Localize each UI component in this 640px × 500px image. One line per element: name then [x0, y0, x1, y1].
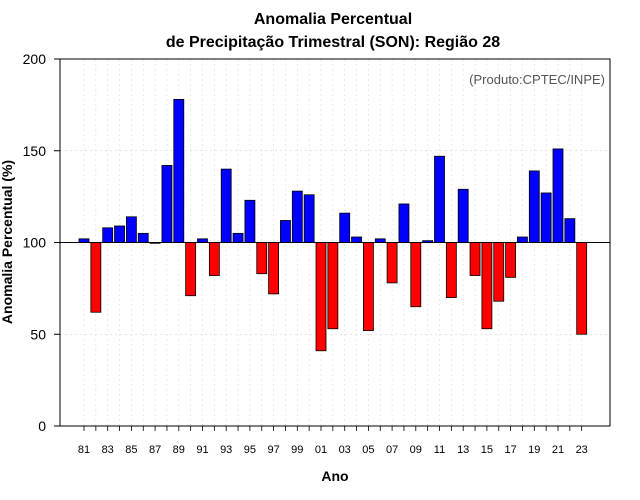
- bar-1993: [220, 168, 232, 243]
- credit-label: (Produto:CPTEC/INPE): [469, 72, 605, 87]
- bar-1986: [137, 232, 149, 243]
- bar-1982: [90, 242, 102, 313]
- x-tick-label: 23: [576, 444, 588, 456]
- x-tick-label: 11: [434, 444, 445, 456]
- bar-1992: [208, 242, 220, 276]
- x-tick-label: 07: [386, 444, 398, 456]
- x-tick-label: 05: [362, 444, 374, 456]
- y-tick-label: 50: [30, 326, 46, 342]
- bar-1999: [291, 190, 303, 243]
- bars: [78, 98, 588, 352]
- bar-1990: [185, 242, 197, 297]
- bar-1983: [102, 227, 114, 243]
- x-tick-label: 93: [220, 444, 232, 456]
- bar-2016: [493, 242, 505, 302]
- chart-title-line1: Anomalia Percentual: [254, 11, 412, 28]
- bar-1995: [244, 199, 256, 243]
- bar-2005: [362, 242, 374, 331]
- bar-2006: [374, 238, 386, 243]
- x-tick-label: 83: [102, 444, 114, 456]
- x-tick-label: 97: [267, 444, 279, 456]
- bar-1994: [232, 232, 244, 243]
- bar-2020: [540, 192, 552, 243]
- x-tick-label: 17: [504, 444, 516, 456]
- bar-2023: [576, 242, 588, 335]
- bar-1984: [114, 225, 125, 243]
- x-tick-label: 85: [125, 444, 137, 456]
- bar-2022: [564, 218, 576, 243]
- bar-1996: [256, 242, 268, 275]
- bar-2001: [315, 242, 327, 352]
- x-tick-label: 01: [315, 444, 327, 456]
- x-tick-label: 21: [552, 444, 564, 456]
- grid: [60, 59, 610, 426]
- x-tick-label: 89: [173, 444, 185, 456]
- x-tick-label: 87: [149, 444, 161, 456]
- bar-2011: [434, 155, 445, 243]
- y-axis: 0 50 100 150 200: [23, 51, 60, 434]
- x-tick-label: 09: [410, 444, 422, 456]
- bar-1998: [280, 220, 291, 243]
- y-tick-label: 0: [38, 418, 46, 434]
- bar-2009: [410, 242, 422, 308]
- bar-1981: [78, 238, 90, 243]
- bar-2008: [398, 203, 410, 243]
- bar-2013: [457, 188, 469, 243]
- x-tick-label: 91: [196, 444, 208, 456]
- y-axis-label: Anomalia Percentual (%): [0, 160, 15, 324]
- bar-2021: [552, 148, 564, 243]
- x-tick-label: 03: [339, 444, 351, 456]
- x-axis-label: Ano: [321, 468, 348, 484]
- x-tick-label: 19: [528, 444, 540, 456]
- x-tick-label: 81: [78, 444, 90, 456]
- y-tick-label: 200: [23, 51, 47, 67]
- bar-2004: [351, 236, 362, 243]
- bar-2007: [386, 242, 398, 284]
- bar-2002: [327, 242, 339, 330]
- x-axis: 81 83 85 87 89 91 93 95 97 99 01 03 05 07 09 11 13 15 17 19…: [78, 426, 588, 456]
- x-tick-label: 15: [481, 444, 493, 456]
- bar-2019: [528, 170, 540, 243]
- bar-2017: [505, 242, 517, 278]
- bar-2014: [469, 242, 481, 276]
- bar-2015: [481, 242, 493, 330]
- bar-2018: [517, 236, 528, 243]
- x-tick-label: 99: [291, 444, 303, 456]
- x-tick-label: 95: [244, 444, 256, 456]
- bar-1989: [173, 98, 185, 243]
- y-tick-label: 150: [23, 143, 47, 159]
- bar-2003: [339, 212, 351, 243]
- bar-2012: [445, 242, 457, 298]
- y-tick-label: 100: [23, 235, 47, 251]
- bar-1991: [197, 238, 208, 243]
- chart-title-line2: de Precipitação Trimestral (SON): Região…: [166, 34, 500, 51]
- bar-2000: [303, 194, 315, 243]
- bar-1997: [268, 242, 280, 295]
- x-tick-label: 13: [457, 444, 469, 456]
- bar-1985: [126, 216, 137, 243]
- bar-1988: [161, 165, 173, 243]
